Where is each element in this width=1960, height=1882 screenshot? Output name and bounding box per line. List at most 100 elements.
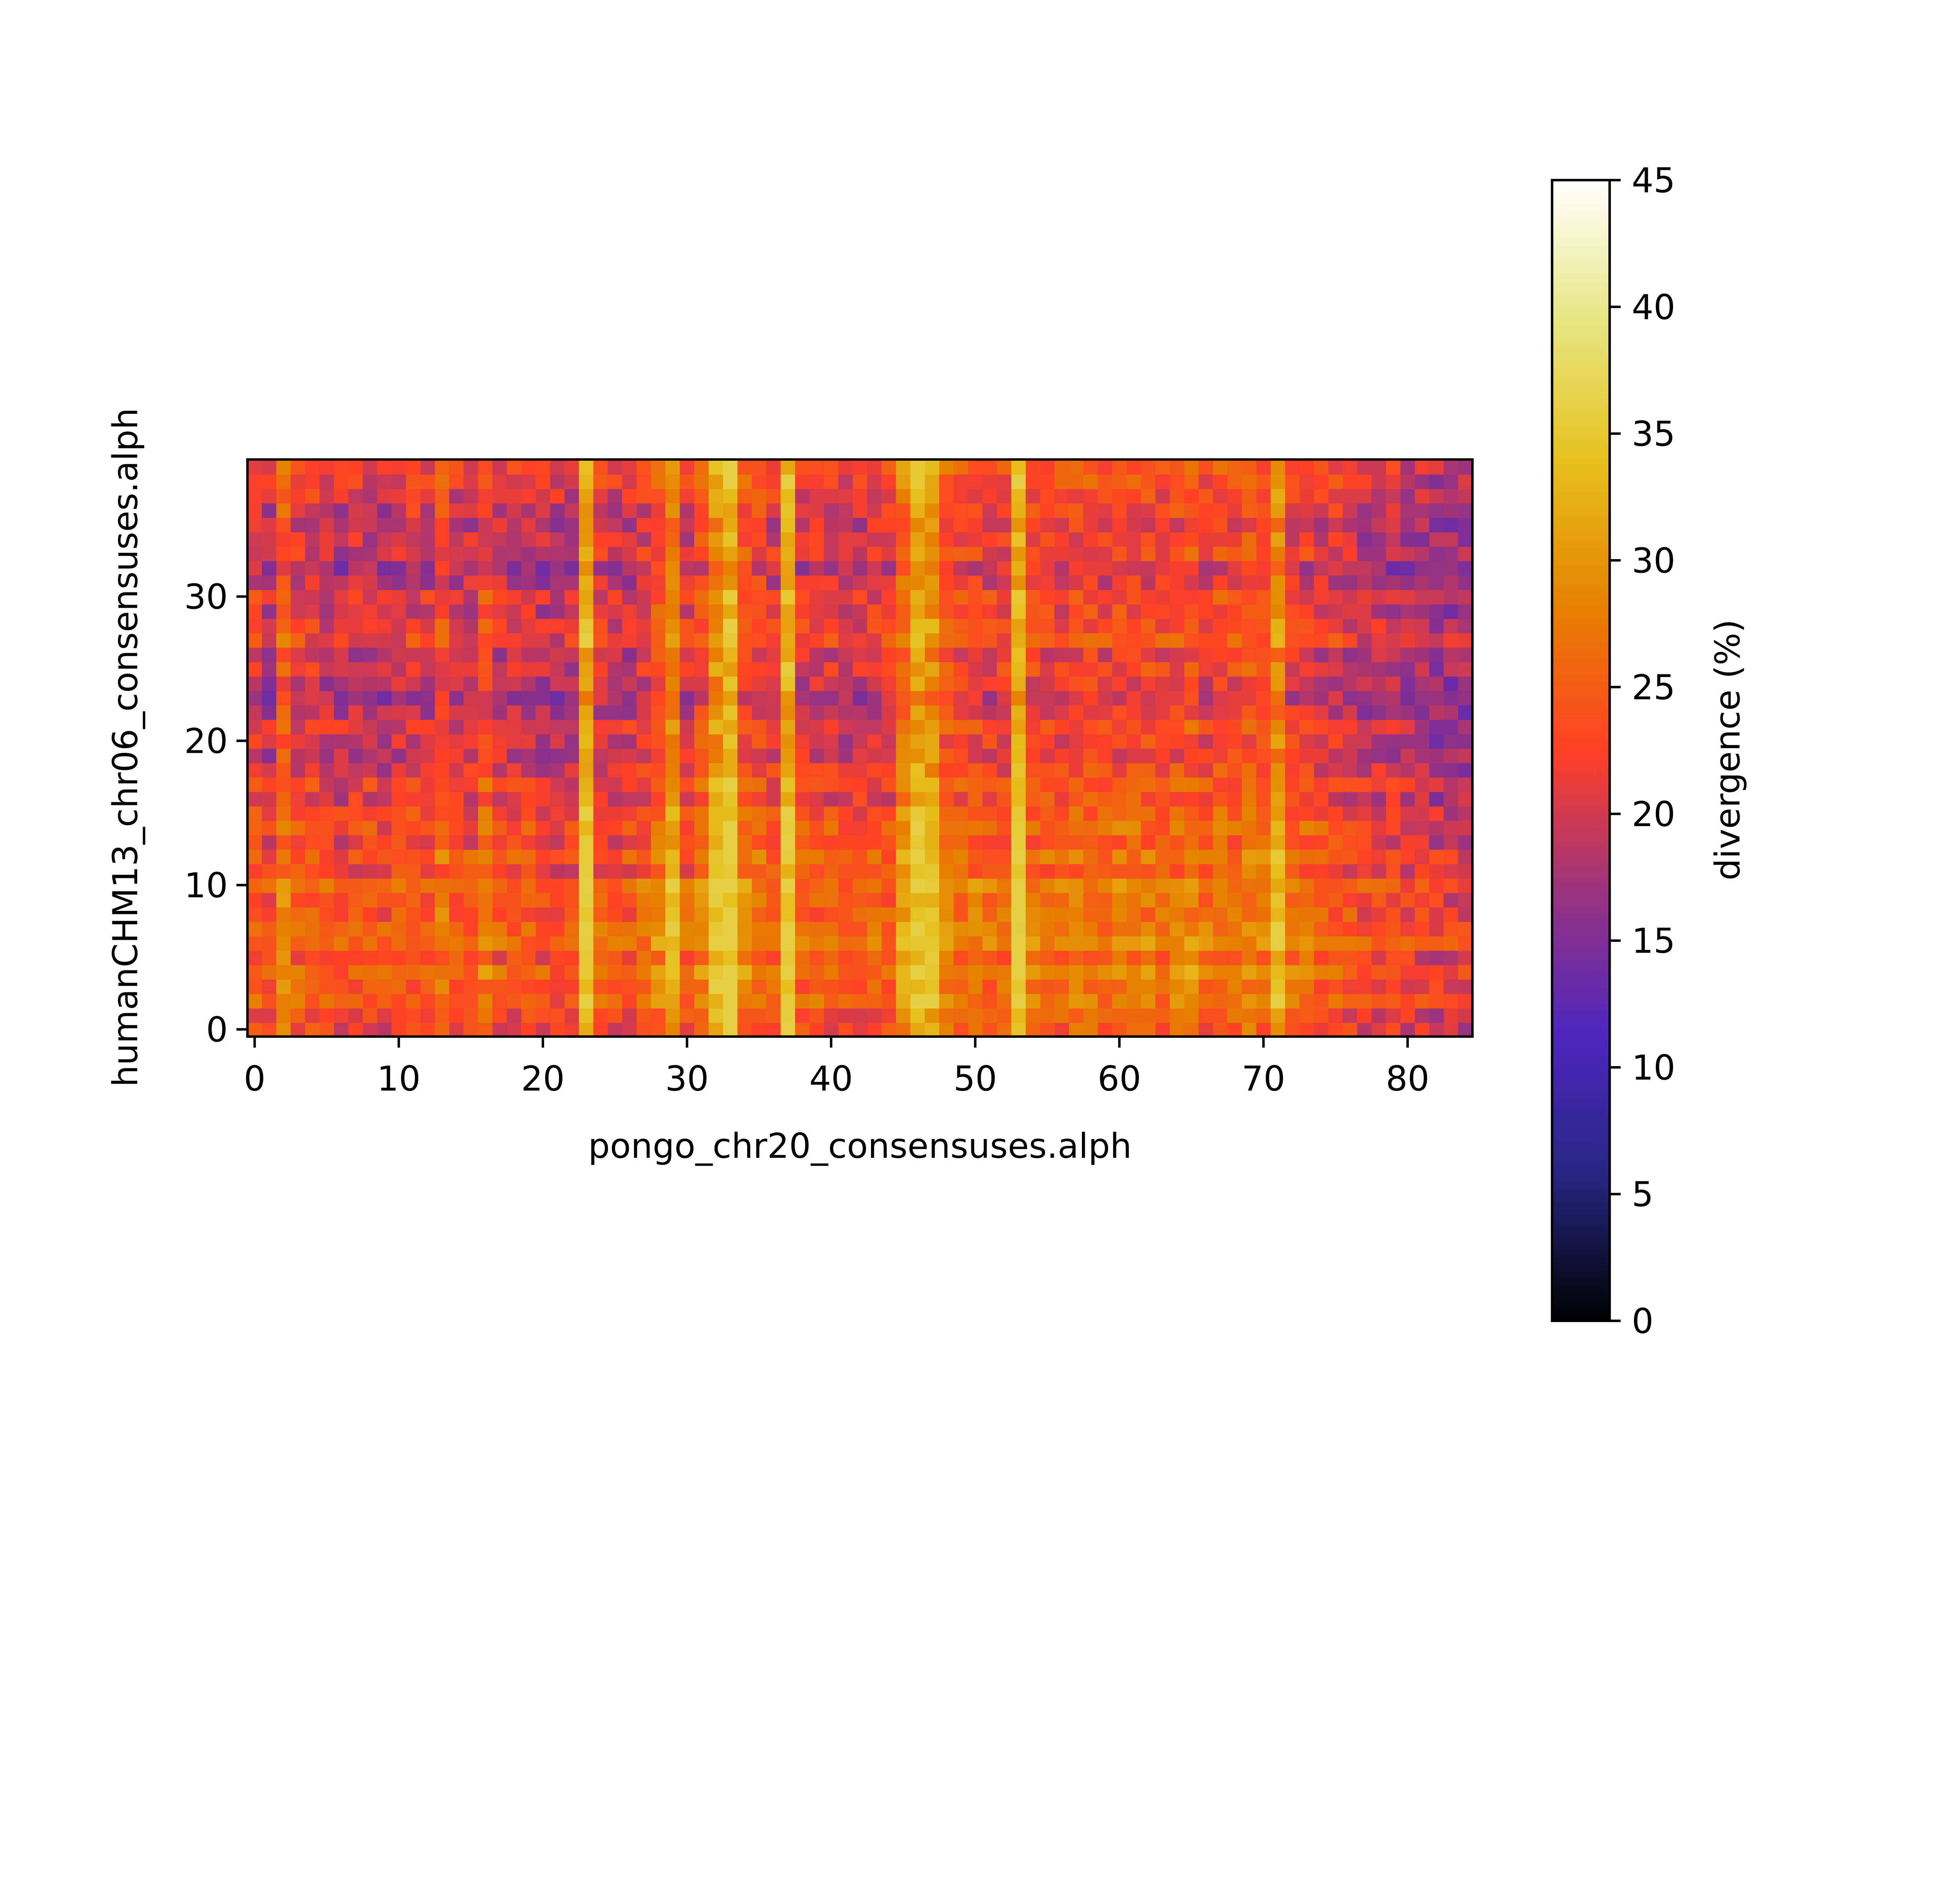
heatmap-cell [391,979,407,994]
heatmap-cell [1443,1022,1459,1037]
heatmap-cell [881,632,897,648]
heatmap-cell [1155,705,1171,720]
heatmap-cell [478,474,494,489]
heatmap-cell [478,560,494,576]
heatmap-cell [1299,459,1315,475]
heatmap-cell [910,531,926,547]
heatmap-cell [1270,531,1286,547]
heatmap-cell [1400,806,1416,821]
x-tick-label: 30 [665,1059,709,1099]
heatmap-cell [593,459,609,475]
heatmap-cell [1098,993,1113,1009]
heatmap-cell [1242,921,1257,937]
heatmap-cell [1299,589,1315,605]
heatmap-cell [579,834,594,850]
heatmap-cell [593,560,609,576]
heatmap-cell [1256,517,1272,532]
heatmap-cell [1415,676,1430,691]
heatmap-cell [247,661,263,677]
heatmap-cell [550,719,565,734]
heatmap-cell [363,734,378,749]
heatmap-cell [636,936,652,951]
heatmap-cell [795,531,810,547]
heatmap-cell [824,834,839,850]
heatmap-cell [1429,503,1445,518]
heatmap-cell [1098,459,1113,475]
heatmap-cell [435,632,450,648]
heatmap-cell [925,517,940,532]
heatmap-cell [953,820,969,836]
heatmap-cell [608,676,623,691]
heatmap-cell [1415,647,1430,662]
heatmap-cell [521,921,537,937]
heatmap-cell [1429,676,1445,691]
heatmap-cell [420,820,436,836]
heatmap-cell [636,878,652,893]
heatmap-cell [579,950,594,965]
heatmap-cell [1069,603,1084,619]
heatmap-cell [636,834,652,850]
heatmap-cell [824,878,839,893]
heatmap-cell [867,517,882,532]
heatmap-cell [449,936,465,951]
heatmap-cell [910,661,926,677]
heatmap-cell [622,863,637,879]
heatmap-cell [1083,849,1099,865]
heatmap-cell [435,474,450,489]
colorbar-tick-label: 10 [1632,1048,1675,1088]
heatmap-cell [737,878,753,893]
heatmap-cell [535,459,551,475]
heatmap-cell [1415,878,1430,893]
heatmap-cell [1328,834,1344,850]
heatmap-cell [1443,560,1459,576]
heatmap-cell [507,1008,522,1023]
heatmap-cell [780,1008,796,1023]
heatmap-cell [953,546,969,561]
heatmap-cell [867,503,882,518]
heatmap-cell [1386,863,1401,879]
heatmap-cell [391,748,407,763]
heatmap-cell [622,676,637,691]
heatmap-cell [1198,892,1214,908]
heatmap-cell [1357,719,1372,734]
heatmap-cell [824,690,839,706]
heatmap-cell [478,906,494,922]
heatmap-cell [1415,531,1430,547]
heatmap-cell [982,488,998,504]
heatmap-cell [334,863,349,879]
heatmap-cell [449,791,465,807]
heatmap-cell [363,503,378,518]
heatmap-cell [1386,517,1401,532]
heatmap-cell [363,517,378,532]
heatmap-cell [1270,762,1286,778]
heatmap-cell [853,1022,868,1037]
heatmap-cell [824,618,839,634]
heatmap-cell [680,734,695,749]
heatmap-cell [1126,1008,1142,1023]
heatmap-cell [809,863,825,879]
heatmap-cell [910,575,926,590]
heatmap-cell [1083,474,1099,489]
heatmap-cell [535,474,551,489]
heatmap-cell [968,878,984,893]
heatmap-cell [1299,921,1315,937]
heatmap-cell [1357,820,1372,836]
heatmap-cell [1443,474,1459,489]
heatmap-cell [593,705,609,720]
heatmap-cell [348,546,364,561]
heatmap-cell [334,589,349,605]
heatmap-cell [1314,589,1329,605]
heatmap-cell [290,459,306,475]
heatmap-cell [809,892,825,908]
heatmap-cell [737,474,753,489]
heatmap-cell [334,474,349,489]
heatmap-cell [1270,647,1286,662]
heatmap-cell [680,632,695,648]
heatmap-cell [290,834,306,850]
heatmap-cell [694,1008,710,1023]
heatmap-cell [1343,820,1358,836]
heatmap-cell [694,993,710,1009]
heatmap-cell [334,647,349,662]
heatmap-cell [435,820,450,836]
heatmap-cell [636,531,652,547]
